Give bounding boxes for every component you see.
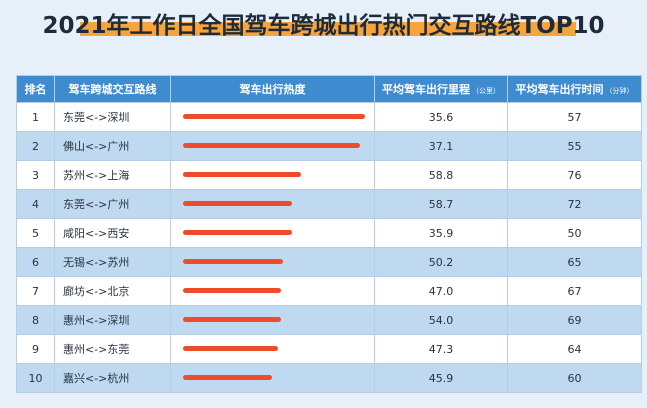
table-row: 6 无锡<->苏州 50.2 65 (16, 247, 642, 277)
header-time-unit: （分钟） (605, 87, 634, 95)
heat-cell (170, 363, 375, 393)
route-cell: 咸阳<->西安 (54, 218, 171, 248)
table-row: 8 惠州<->深圳 54.0 69 (16, 305, 642, 335)
route-cell: 东莞<->深圳 (54, 102, 171, 132)
header-heat: 驾车出行热度 (170, 75, 375, 103)
table-header-row: 排名 驾车跨城交互路线 驾车出行热度 平均驾车出行里程 （公里） 平均驾车出行时间… (16, 75, 642, 103)
time-cell: 65 (507, 247, 642, 277)
heat-bar (183, 172, 301, 177)
rank-cell: 1 (16, 102, 55, 132)
table-row: 1 东莞<->深圳 35.6 57 (16, 102, 642, 132)
distance-cell: 50.2 (374, 247, 508, 277)
header-distance-label: 平均驾车出行里程 (382, 83, 470, 96)
time-cell: 60 (507, 363, 642, 393)
distance-cell: 54.0 (374, 305, 508, 335)
heat-bar (183, 201, 292, 206)
rank-cell: 9 (16, 334, 55, 364)
rank-cell: 10 (16, 363, 55, 393)
heat-cell (170, 160, 375, 190)
heat-cell (170, 218, 375, 248)
distance-cell: 47.3 (374, 334, 508, 364)
table-row: 9 惠州<->东莞 47.3 64 (16, 334, 642, 364)
heat-cell (170, 276, 375, 306)
heat-cell (170, 247, 375, 277)
rank-cell: 7 (16, 276, 55, 306)
heat-cell (170, 334, 375, 364)
time-cell: 55 (507, 131, 642, 161)
header-distance: 平均驾车出行里程 （公里） (374, 75, 508, 103)
heat-bar (183, 375, 272, 380)
distance-cell: 58.8 (374, 160, 508, 190)
heat-cell (170, 305, 375, 335)
distance-cell: 35.9 (374, 218, 508, 248)
route-cell: 嘉兴<->杭州 (54, 363, 171, 393)
distance-cell: 47.0 (374, 276, 508, 306)
route-cell: 廊坊<->北京 (54, 276, 171, 306)
header-time-label: 平均驾车出行时间 (515, 83, 604, 96)
distance-cell: 58.7 (374, 189, 508, 219)
heat-bar (183, 143, 360, 148)
ranking-table: 排名 驾车跨城交互路线 驾车出行热度 平均驾车出行里程 （公里） 平均驾车出行时间… (16, 75, 642, 393)
header-time: 平均驾车出行时间 （分钟） (507, 75, 642, 103)
table-row: 7 廊坊<->北京 47.0 67 (16, 276, 642, 306)
heat-bar (183, 259, 283, 264)
chart-title: 2021年工作日全国驾车跨城出行热门交互路线TOP10 (42, 13, 605, 39)
rank-cell: 8 (16, 305, 55, 335)
header-rank: 排名 (16, 75, 55, 103)
heat-bar (183, 346, 278, 351)
time-cell: 69 (507, 305, 642, 335)
time-cell: 76 (507, 160, 642, 190)
heat-bar (183, 114, 365, 119)
heat-bar (183, 317, 281, 322)
time-cell: 50 (507, 218, 642, 248)
route-cell: 惠州<->深圳 (54, 305, 171, 335)
route-cell: 苏州<->上海 (54, 160, 171, 190)
header-route: 驾车跨城交互路线 (54, 75, 171, 103)
table-row: 3 苏州<->上海 58.8 76 (16, 160, 642, 190)
route-cell: 东莞<->广州 (54, 189, 171, 219)
rank-cell: 4 (16, 189, 55, 219)
route-cell: 惠州<->东莞 (54, 334, 171, 364)
title-area: 2021年工作日全国驾车跨城出行热门交互路线TOP10 (0, 0, 647, 44)
time-cell: 64 (507, 334, 642, 364)
distance-cell: 45.9 (374, 363, 508, 393)
time-cell: 67 (507, 276, 642, 306)
heat-bar (183, 288, 281, 293)
table-row: 4 东莞<->广州 58.7 72 (16, 189, 642, 219)
table-row: 5 咸阳<->西安 35.9 50 (16, 218, 642, 248)
distance-cell: 37.1 (374, 131, 508, 161)
table-body: 1 东莞<->深圳 35.6 57 2 佛山<->广州 37.1 55 3 苏州<->上海 58.8… (16, 102, 642, 393)
distance-cell: 35.6 (374, 102, 508, 132)
table-row: 10 嘉兴<->杭州 45.9 60 (16, 363, 642, 393)
heat-bar (183, 230, 292, 235)
time-cell: 72 (507, 189, 642, 219)
rank-cell: 6 (16, 247, 55, 277)
title-underline (80, 22, 576, 36)
table-row: 2 佛山<->广州 37.1 55 (16, 131, 642, 161)
heat-cell (170, 131, 375, 161)
heat-cell (170, 102, 375, 132)
route-cell: 佛山<->广州 (54, 131, 171, 161)
rank-cell: 2 (16, 131, 55, 161)
time-cell: 57 (507, 102, 642, 132)
rank-cell: 5 (16, 218, 55, 248)
heat-cell (170, 189, 375, 219)
rank-cell: 3 (16, 160, 55, 190)
header-distance-unit: （公里） (472, 87, 500, 95)
route-cell: 无锡<->苏州 (54, 247, 171, 277)
